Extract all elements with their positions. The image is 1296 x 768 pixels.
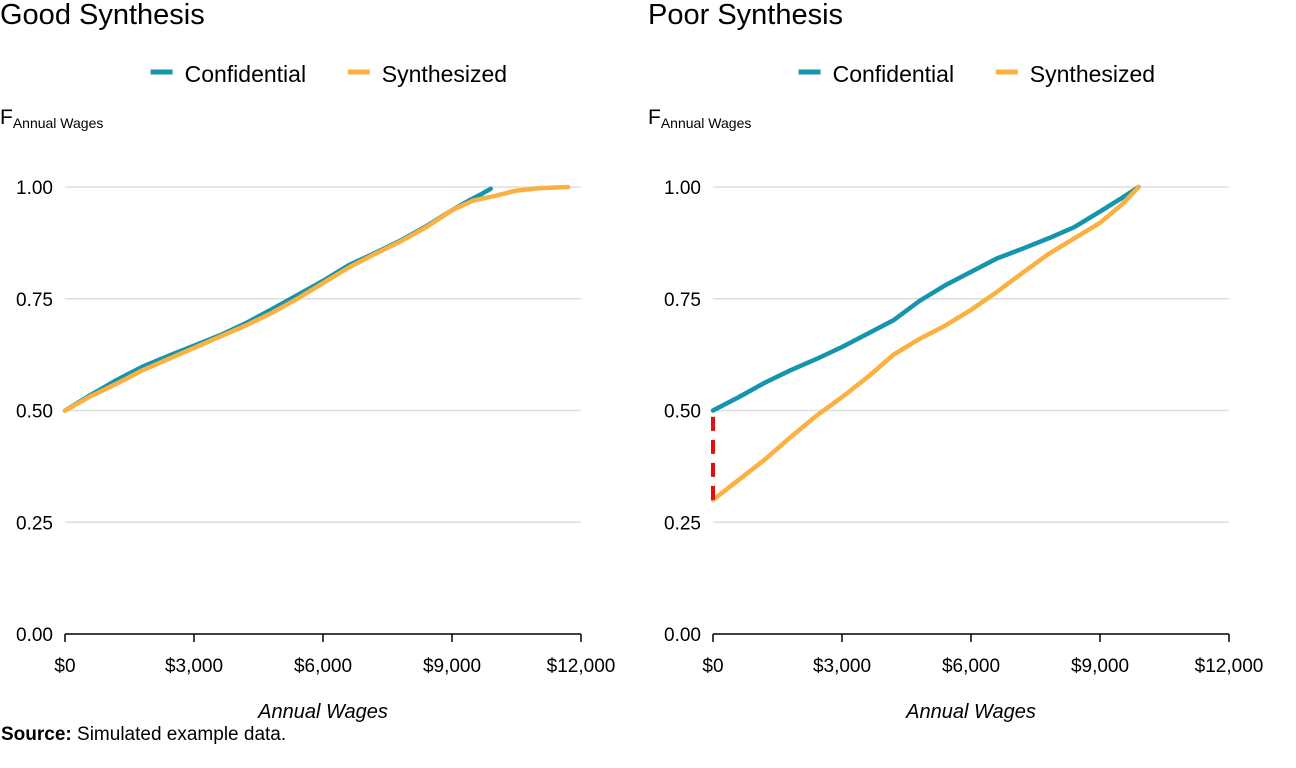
legend: Confidential Synthesized [150,61,507,87]
y-tick-label: 0.75 [16,290,53,311]
y-tick-label: 0.50 [664,402,701,423]
x-axis-title: Annual Wages [905,701,1036,723]
y-axis-label-main: F [0,106,13,129]
series-line-confidential [710,184,1141,413]
chart-title: Good Synthesis [0,0,205,31]
x-tick-label: $3,000 [165,656,223,677]
legend-label-synthesized: Synthesized [382,61,507,87]
x-tick-label: $0 [702,656,723,677]
y-tick-label: 0.25 [664,513,701,534]
source-text: Simulated example data. [71,724,287,745]
y-axis-label: FAnnual Wages [0,106,103,131]
x-tick-label: $3,000 [813,656,871,677]
x-tick-label: $9,000 [423,656,481,677]
y-tick-label: 0.00 [664,625,701,646]
x-tick-label: $12,000 [1195,656,1264,677]
x-tick-label: $6,000 [294,656,352,677]
series-line-synthesized [62,184,571,413]
x-axis-title: Annual Wages [257,701,388,723]
y-tick-label: 0.75 [664,290,701,311]
x-tick-label: $6,000 [942,656,1000,677]
y-axis-label: FAnnual Wages [648,106,751,131]
legend-label-confidential: Confidential [833,61,954,87]
y-axis-label-sub: Annual Wages [13,115,104,131]
legend-label-confidential: Confidential [185,61,306,87]
x-tick-label: $0 [54,656,75,677]
series-line-synthesized [710,184,1141,503]
y-tick-label: 1.00 [16,178,53,199]
y-tick-label: 1.00 [664,178,701,199]
chart-title: Poor Synthesis [648,0,843,31]
y-tick-label: 0.25 [16,513,53,534]
legend-label-synthesized: Synthesized [1030,61,1155,87]
y-axis-label-main: F [648,106,661,129]
y-axis-label-sub: Annual Wages [661,115,752,131]
legend: Confidential Synthesized [798,61,1155,87]
y-tick-label: 0.50 [16,402,53,423]
x-tick-label: $12,000 [547,656,616,677]
x-tick-label: $9,000 [1071,656,1129,677]
y-tick-label: 0.00 [16,625,53,646]
source-label: Source: [1,724,72,745]
source-note: Source: Simulated example data. [1,724,286,746]
